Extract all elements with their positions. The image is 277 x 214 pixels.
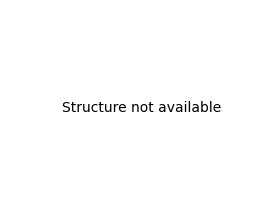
Text: Structure not available: Structure not available [62, 101, 221, 115]
